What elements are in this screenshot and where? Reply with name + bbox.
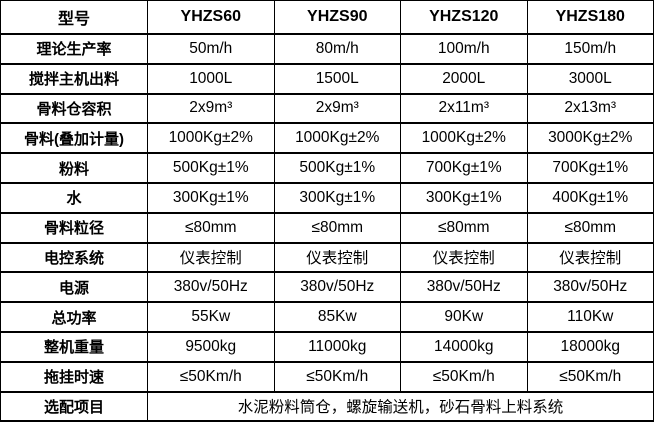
table-row: 选配项目 水泥粉料筒仓，螺旋输送机，砂石骨料上料系统: [0, 390, 654, 423]
value-cell: 110Kw: [526, 301, 654, 333]
row-label: 水: [0, 181, 148, 214]
header-cell-yhzs60: YHZS60: [147, 0, 275, 35]
table-row: 水 300Kg±1% 300Kg±1% 300Kg±1% 400Kg±1%: [0, 181, 654, 214]
row-label: 骨料仓容积: [0, 92, 148, 125]
table-row: 电控系统 仪表控制 仪表控制 仪表控制 仪表控制: [0, 241, 654, 274]
spec-table-body: 理论生产率 50m/h 80m/h 100m/h 150m/h 搅拌主机出料 1000L 15…: [0, 33, 654, 423]
value-cell: 150m/h: [526, 33, 654, 65]
value-cell: ≤50Km/h: [400, 360, 528, 393]
row-label: 搅拌主机出料: [0, 62, 148, 95]
value-cell: 仪表控制: [526, 241, 654, 274]
value-cell: 300Kg±1%: [400, 181, 528, 214]
header-row: 型号 YHZS60 YHZS90 YHZS120 YHZS180: [0, 0, 654, 35]
value-cell: 2x9m³: [273, 92, 401, 125]
value-cell: 仪表控制: [400, 241, 528, 274]
value-cell: 300Kg±1%: [147, 181, 275, 214]
header-cell-yhzs180: YHZS180: [526, 0, 654, 35]
table-row: 搅拌主机出料 1000L 1500L 2000L 3000L: [0, 62, 654, 95]
value-cell: 仪表控制: [147, 241, 275, 274]
value-cell: 3000Kg±2%: [526, 122, 654, 155]
value-cell: 80m/h: [273, 33, 401, 65]
merged-value-cell: 水泥粉料筒仓，螺旋输送机，砂石骨料上料系统: [147, 390, 654, 423]
table-row: 总功率 55Kw 85Kw 90Kw 110Kw: [0, 301, 654, 333]
value-cell: 1000L: [147, 62, 275, 95]
header-cell-model-label: 型号: [0, 0, 148, 35]
value-cell: 380v/50Hz: [273, 271, 401, 304]
table-row: 整机重量 9500kg 11000kg 14000kg 18000kg: [0, 330, 654, 363]
table-row: 骨料(叠加计量) 1000Kg±2% 1000Kg±2% 1000Kg±2% 3000K…: [0, 122, 654, 155]
row-label: 理论生产率: [0, 33, 148, 65]
value-cell: 1000Kg±2%: [147, 122, 275, 155]
value-cell: 300Kg±1%: [273, 181, 401, 214]
table-row: 电源 380v/50Hz 380v/50Hz 380v/50Hz 380v/50Hz: [0, 271, 654, 304]
value-cell: 仪表控制: [273, 241, 401, 274]
row-label: 整机重量: [0, 330, 148, 363]
table-row: 理论生产率 50m/h 80m/h 100m/h 150m/h: [0, 33, 654, 65]
value-cell: ≤80mm: [147, 211, 275, 244]
value-cell: 2x11m³: [400, 92, 528, 125]
row-label: 粉料: [0, 152, 148, 184]
table-row: 粉料 500Kg±1% 500Kg±1% 700Kg±1% 700Kg±1%: [0, 152, 654, 184]
value-cell: 55Kw: [147, 301, 275, 333]
row-label: 选配项目: [0, 390, 148, 423]
header-cell-yhzs120: YHZS120: [400, 0, 528, 35]
value-cell: ≤50Km/h: [147, 360, 275, 393]
value-cell: 2000L: [400, 62, 528, 95]
value-cell: 2x9m³: [147, 92, 275, 125]
value-cell: ≤80mm: [273, 211, 401, 244]
row-label: 骨料(叠加计量): [0, 122, 148, 155]
value-cell: 2x13m³: [526, 92, 654, 125]
value-cell: 1500L: [273, 62, 401, 95]
value-cell: 700Kg±1%: [526, 152, 654, 184]
value-cell: 500Kg±1%: [147, 152, 275, 184]
value-cell: ≤50Km/h: [273, 360, 401, 393]
value-cell: 500Kg±1%: [273, 152, 401, 184]
table-row: 骨料仓容积 2x9m³ 2x9m³ 2x11m³ 2x13m³: [0, 92, 654, 125]
row-label: 总功率: [0, 301, 148, 333]
value-cell: 11000kg: [273, 330, 401, 363]
value-cell: 380v/50Hz: [400, 271, 528, 304]
value-cell: 400Kg±1%: [526, 181, 654, 214]
value-cell: 1000Kg±2%: [400, 122, 528, 155]
value-cell: 3000L: [526, 62, 654, 95]
value-cell: 700Kg±1%: [400, 152, 528, 184]
value-cell: 1000Kg±2%: [273, 122, 401, 155]
table-row: 拖挂时速 ≤50Km/h ≤50Km/h ≤50Km/h ≤50Km/h: [0, 360, 654, 393]
row-label: 电控系统: [0, 241, 148, 274]
table-row: 骨料粒径 ≤80mm ≤80mm ≤80mm ≤80mm: [0, 211, 654, 244]
header-cell-yhzs90: YHZS90: [273, 0, 401, 35]
row-label: 电源: [0, 271, 148, 304]
value-cell: 85Kw: [273, 301, 401, 333]
row-label: 拖挂时速: [0, 360, 148, 393]
value-cell: ≤80mm: [526, 211, 654, 244]
value-cell: 90Kw: [400, 301, 528, 333]
row-label: 骨料粒径: [0, 211, 148, 244]
value-cell: ≤80mm: [400, 211, 528, 244]
value-cell: 380v/50Hz: [147, 271, 275, 304]
value-cell: 380v/50Hz: [526, 271, 654, 304]
value-cell: 18000kg: [526, 330, 654, 363]
value-cell: 9500kg: [147, 330, 275, 363]
value-cell: 50m/h: [147, 33, 275, 65]
value-cell: ≤50Km/h: [526, 360, 654, 393]
value-cell: 14000kg: [400, 330, 528, 363]
value-cell: 100m/h: [400, 33, 528, 65]
